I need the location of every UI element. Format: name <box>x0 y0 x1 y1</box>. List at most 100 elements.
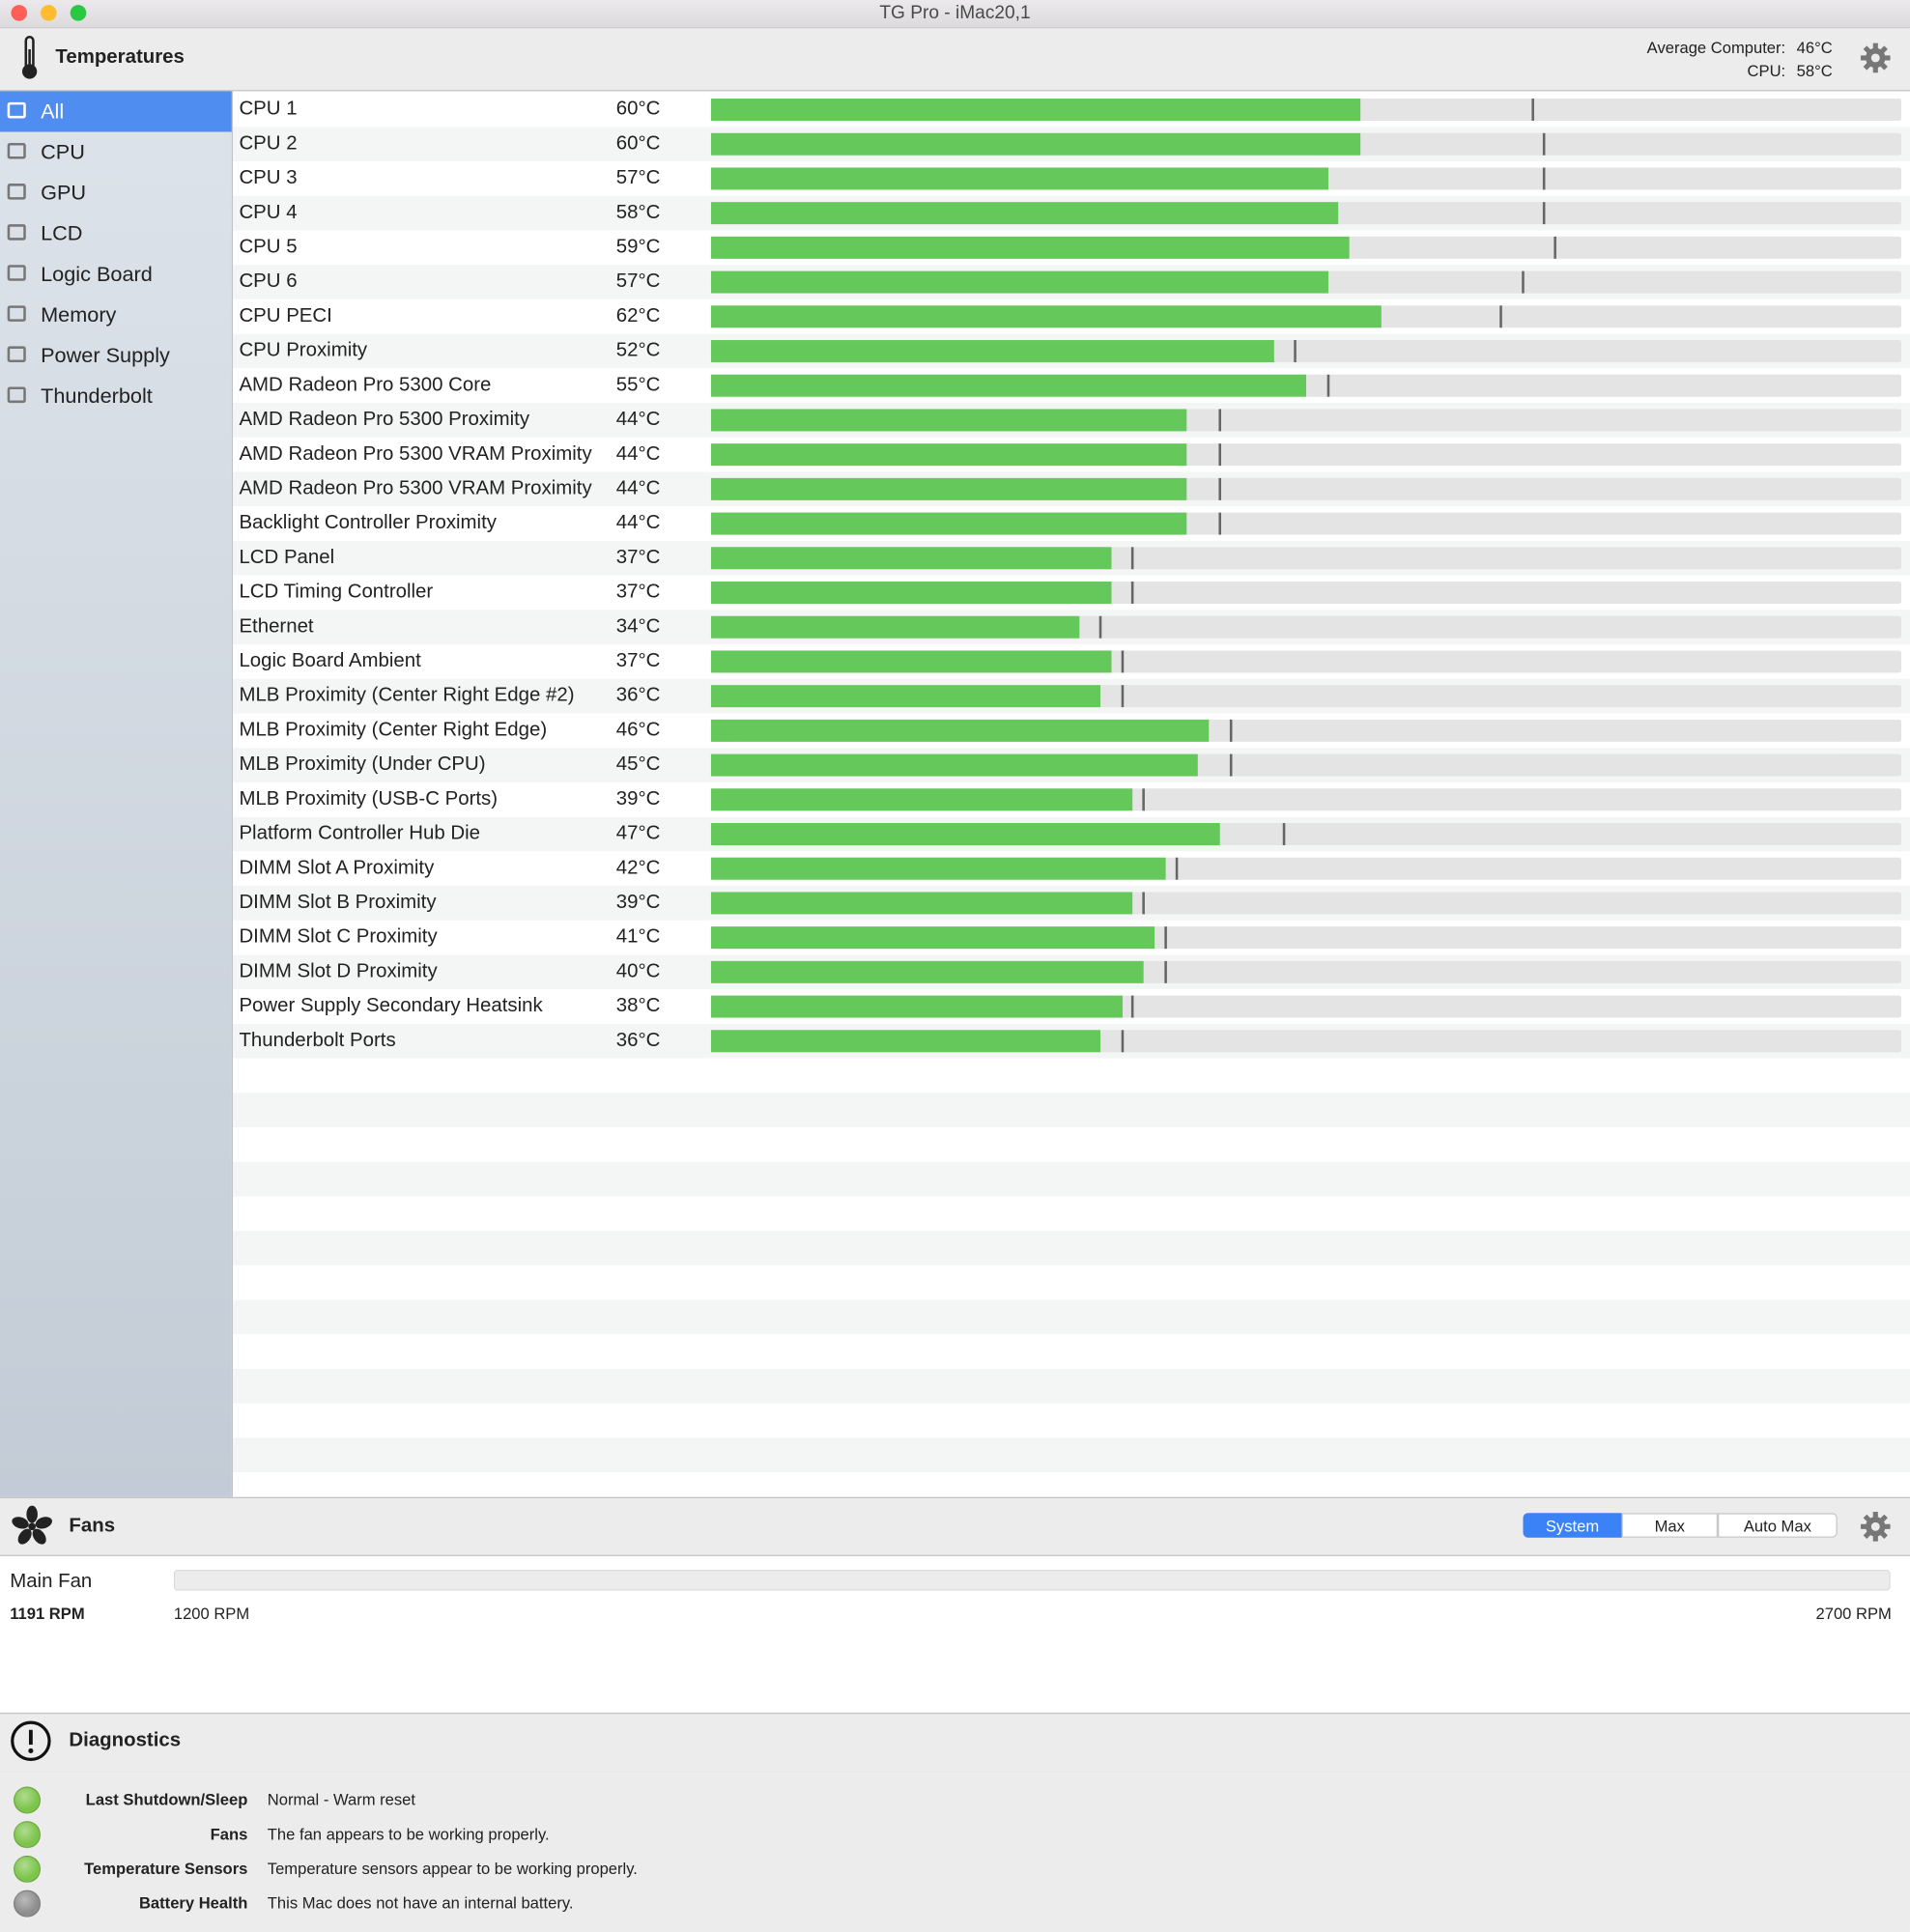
diagnostic-name: Battery Health <box>138 1893 248 1913</box>
fan-settings-button[interactable] <box>1860 1511 1892 1549</box>
status-indicator <box>14 1889 42 1918</box>
window-button[interactable] <box>11 5 28 21</box>
sensor-name: MLB Proximity (Center Right Edge #2) <box>239 685 575 706</box>
fans-title: Fans <box>69 1515 116 1537</box>
sidebar-icon <box>7 184 26 200</box>
sensor-temperature: 40°C <box>615 960 661 982</box>
temperature-bar <box>710 409 1187 432</box>
max-marker <box>1218 512 1221 535</box>
sidebar-icon <box>7 142 26 159</box>
status-indicator <box>14 1786 42 1814</box>
temperature-bar <box>710 477 1187 500</box>
cpu-value: 58°C <box>1796 61 1833 80</box>
table-row-bg <box>233 1299 1910 1335</box>
sensor-name: Ethernet <box>239 615 314 638</box>
temperature-bar <box>710 788 1133 811</box>
sensor-temperature: 37°C <box>615 547 661 568</box>
average-value: 46°C <box>1796 38 1833 57</box>
fan-mode-button[interactable]: Max <box>1621 1513 1719 1538</box>
sensor-temperature: 37°C <box>615 582 661 603</box>
sensor-temperature: 44°C <box>615 477 661 499</box>
sidebar <box>0 91 234 1497</box>
sidebar-item[interactable]: Logic Board <box>0 254 232 295</box>
diagnostic-text: Temperature sensors appear to be working… <box>267 1859 638 1878</box>
sidebar-item[interactable]: All <box>0 91 232 132</box>
sensor-temperature: 47°C <box>615 823 661 844</box>
sidebar-item[interactable]: Power Supply <box>0 335 232 376</box>
temperature-bar <box>710 753 1198 777</box>
table-row-bg <box>233 1196 1910 1232</box>
sensor-name: Power Supply Secondary Heatsink <box>239 995 543 1017</box>
temperature-bar <box>710 823 1220 845</box>
sensor-temperature: 44°C <box>615 443 661 465</box>
max-marker <box>1121 650 1124 673</box>
sensor-name: AMD Radeon Pro 5300 VRAM Proximity <box>239 443 592 465</box>
sidebar-item[interactable]: Memory <box>0 295 232 335</box>
sensor-name: Platform Controller Hub Die <box>239 823 480 844</box>
temperature-bar <box>710 374 1307 397</box>
temperatures-title: Temperatures <box>55 46 185 69</box>
sensor-temperature: 37°C <box>615 650 661 672</box>
fan-speed: 1191 RPM <box>10 1604 85 1623</box>
sidebar-icon <box>7 265 26 281</box>
diagnostics-title: Diagnostics <box>69 1729 182 1751</box>
sensor-name: CPU 4 <box>239 202 298 223</box>
status-indicator <box>14 1855 42 1883</box>
window-button[interactable] <box>70 5 87 21</box>
table-row-bg <box>233 1403 1910 1438</box>
sidebar-item[interactable]: CPU <box>0 131 232 172</box>
diagnostic-name: Fans <box>210 1824 248 1844</box>
max-marker <box>1531 99 1535 121</box>
fan-mode-button[interactable]: System <box>1523 1513 1622 1538</box>
sensor-name: DIMM Slot A Proximity <box>239 857 435 879</box>
sidebar-item[interactable]: GPU <box>0 173 232 213</box>
fan-name: Main Fan <box>10 1571 93 1592</box>
sidebar-item[interactable]: Thunderbolt <box>0 376 232 416</box>
temperature-bar <box>710 926 1155 950</box>
sensor-temperature: 44°C <box>615 512 661 534</box>
sensor-temperature: 39°C <box>615 892 661 914</box>
sidebar-icon <box>7 346 26 362</box>
sensor-name: DIMM Slot C Proximity <box>239 926 438 948</box>
sidebar-item[interactable]: LCD <box>0 213 232 254</box>
temperature-bar <box>710 340 1274 362</box>
temperature-bar <box>710 270 1328 294</box>
temperature-bar <box>710 615 1079 639</box>
temperature-bar <box>710 995 1123 1018</box>
table-row-bg <box>233 1334 1910 1370</box>
sidebar-label: Power Supply <box>41 343 170 368</box>
sensor-temperature: 44°C <box>615 409 661 431</box>
sensor-temperature: 58°C <box>615 202 661 223</box>
sensor-name: MLB Proximity (USB-C Ports) <box>239 788 499 810</box>
max-marker <box>1121 1030 1124 1053</box>
sensor-temperature: 57°C <box>615 167 661 189</box>
temperature-bar <box>710 719 1210 742</box>
status-indicator <box>14 1821 42 1849</box>
sensor-temperature: 45°C <box>615 753 661 776</box>
temperature-bar <box>710 582 1112 604</box>
sensor-name: CPU 1 <box>239 99 298 120</box>
max-marker <box>1499 305 1502 328</box>
temperature-bar <box>710 892 1133 915</box>
temperature-bar <box>710 443 1187 467</box>
diagnostics-body <box>0 1772 1910 1932</box>
sensor-temperature: 62°C <box>615 305 661 327</box>
temperature-bar <box>710 132 1361 156</box>
sensor-name: CPU 5 <box>239 236 298 258</box>
sidebar-icon <box>7 224 26 241</box>
window-button[interactable] <box>41 5 57 21</box>
sensor-temperature: 55°C <box>615 374 661 396</box>
settings-button[interactable] <box>1860 42 1892 80</box>
temperature-bar <box>710 305 1383 328</box>
temperature-bar <box>710 857 1166 880</box>
thermometer-icon <box>17 35 43 88</box>
max-marker <box>1218 443 1221 467</box>
fan-mode-button[interactable]: Auto Max <box>1718 1513 1838 1538</box>
sensor-name: AMD Radeon Pro 5300 VRAM Proximity <box>239 477 592 499</box>
diagnostics-header <box>0 1712 1910 1774</box>
sensor-temperature: 38°C <box>615 995 661 1017</box>
sidebar-label: GPU <box>41 181 87 205</box>
table-row-bg <box>233 1093 1910 1128</box>
max-marker <box>1131 547 1135 570</box>
max-marker <box>1131 995 1135 1018</box>
